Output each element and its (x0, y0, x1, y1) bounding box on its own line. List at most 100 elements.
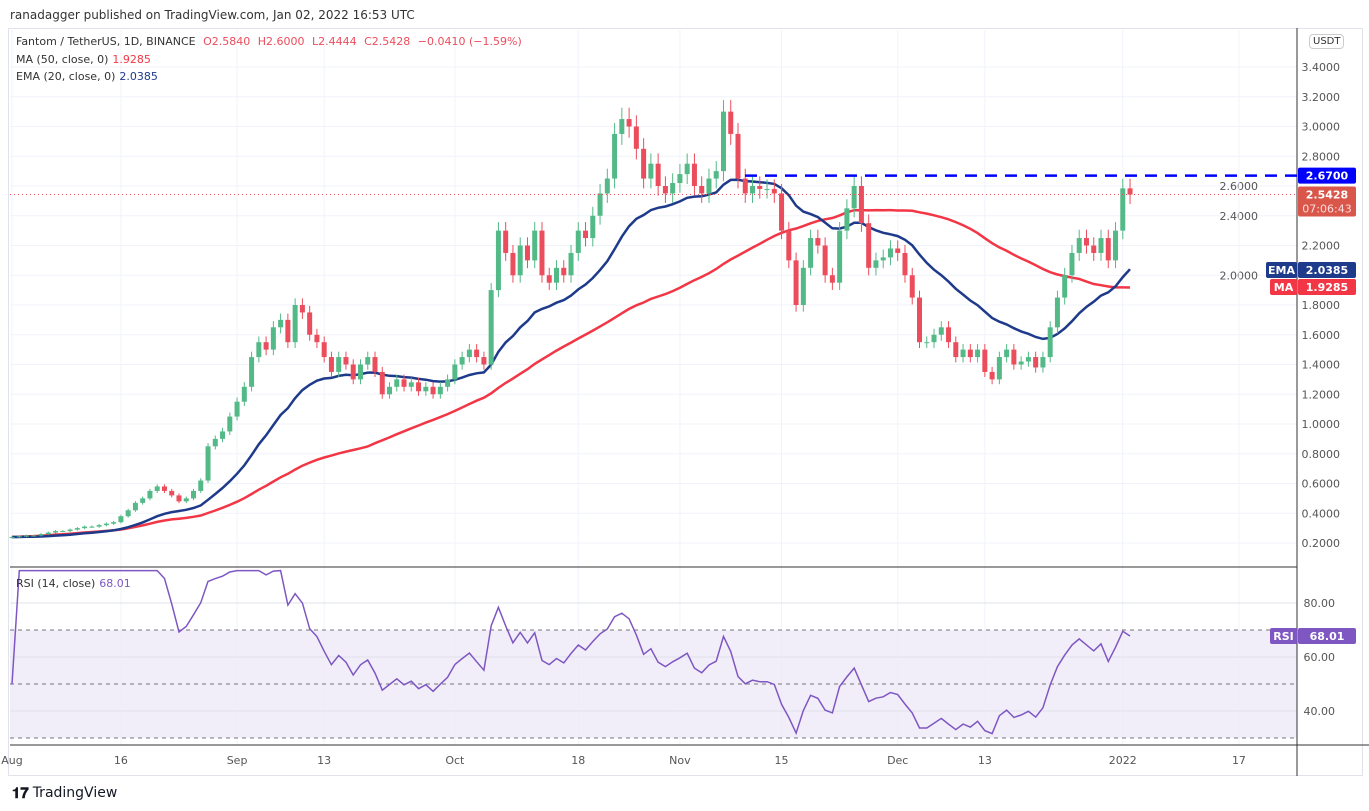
candle-body (140, 498, 146, 503)
candle-body (909, 275, 915, 298)
ema-price-badge-bg (1298, 262, 1356, 278)
ma-label: MA (50, close, 0) (16, 53, 109, 66)
candle-body (670, 183, 676, 194)
candle-body (234, 401, 240, 417)
rsi-tick-label: 60.00 (1304, 651, 1336, 664)
price-tick-label: 0.2000 (1302, 537, 1341, 550)
candle-body (873, 260, 879, 268)
candle-body (1083, 238, 1089, 246)
candle-body (1120, 188, 1126, 231)
ma-value: 1.9285 (112, 53, 151, 66)
candle-body (1098, 238, 1104, 253)
candle-body (1069, 252, 1075, 276)
time-tick-label: Oct (445, 754, 465, 767)
candle-body (285, 319, 291, 343)
candle-body (82, 526, 88, 529)
candle-body (292, 305, 298, 343)
candle-body (1062, 275, 1068, 298)
candle-body (147, 490, 153, 499)
candle-body (597, 193, 603, 216)
candle-body (706, 178, 712, 194)
candle-body (793, 260, 799, 305)
countdown-timer: 07:06:43 (1302, 203, 1351, 216)
candle-body (401, 379, 407, 387)
candle-body (858, 186, 864, 224)
candle-body (474, 349, 480, 358)
candle-body (612, 133, 618, 179)
candle-body (546, 275, 552, 283)
candle-body (67, 529, 73, 532)
price-tick-label: 1.2000 (1302, 388, 1341, 401)
time-tick-label: 13 (978, 754, 992, 767)
candle-body (815, 238, 821, 246)
candle-body (691, 163, 697, 186)
candle-body (750, 186, 756, 194)
candle-body (1127, 188, 1133, 195)
change-value: −0.0410 (−1.59%) (417, 35, 522, 48)
candle-body (16, 536, 22, 538)
candle-body (495, 230, 501, 291)
candle-body (183, 498, 189, 502)
candle-body (278, 319, 284, 328)
candle-body (321, 342, 327, 358)
price-tick-label: 2.2000 (1302, 240, 1341, 253)
candle-body (837, 230, 843, 283)
candle-body (662, 186, 668, 194)
candle-body (960, 349, 966, 358)
candle-body (212, 438, 218, 447)
price-tick-label: 1.6000 (1302, 329, 1341, 342)
price-tick-label: 3.0000 (1302, 121, 1341, 134)
ema-price-badge: 2.0385 (1306, 264, 1348, 277)
candle-body (314, 334, 320, 343)
candle-body (154, 486, 160, 491)
candle-body (575, 230, 581, 253)
candle-body (445, 379, 451, 387)
ma-tag-bg (1270, 279, 1297, 295)
candle-body (38, 534, 44, 536)
candle-body (677, 174, 683, 184)
candle-body (720, 111, 726, 172)
candle-body (191, 490, 196, 499)
ma-legend[interactable]: MA (50, close, 0) 1.9285 (16, 53, 155, 66)
candle-body (452, 364, 458, 380)
candle-body (241, 386, 247, 402)
candle-body (902, 252, 908, 276)
candle-body (844, 208, 850, 231)
rsi-value-badge-bg (1298, 628, 1356, 644)
symbol-name: Fantom / TetherUS, 1D, BINANCE (16, 35, 196, 48)
candle-body (510, 252, 516, 276)
candle-body (829, 275, 835, 283)
candle-body (786, 230, 792, 261)
ema-20-line (12, 178, 1131, 539)
currency-button[interactable]: USDT (1309, 34, 1345, 49)
candle-body (800, 267, 806, 305)
low-value: L2.4444 (312, 35, 357, 48)
candle-body (633, 126, 639, 149)
time-tick-label: 13 (317, 754, 331, 767)
candle-body (336, 357, 342, 372)
candle-body (328, 357, 334, 372)
time-tick-label: 18 (571, 754, 585, 767)
candle-body (1004, 349, 1010, 358)
publisher-line: ranadagger published on TradingView.com,… (10, 8, 415, 22)
candle-body (459, 357, 465, 365)
candle-body (357, 364, 363, 380)
tradingview-logo[interactable]: 𝟏𝟕 TradingView (12, 784, 117, 802)
ema-legend[interactable]: EMA (20, close, 0) 2.0385 (16, 70, 162, 83)
time-tick-label: Sep (227, 754, 248, 767)
rsi-tag: RSI (1273, 630, 1294, 643)
ema-value: 2.0385 (119, 70, 158, 83)
chart-frame (8, 28, 1363, 776)
price-tick-label: 1.0000 (1302, 418, 1341, 431)
candle-body (24, 535, 30, 537)
candle-body (466, 349, 472, 358)
candle-body (989, 371, 995, 380)
candle-body (408, 382, 414, 387)
candle-body (60, 531, 66, 533)
rsi-tick-label: 80.00 (1304, 597, 1336, 610)
candle-body (1047, 327, 1053, 358)
candle-body (220, 431, 226, 439)
tv-logo-icon: 𝟏𝟕 (12, 784, 29, 802)
rsi-legend[interactable]: RSI (14, close) 68.01 (16, 577, 135, 590)
